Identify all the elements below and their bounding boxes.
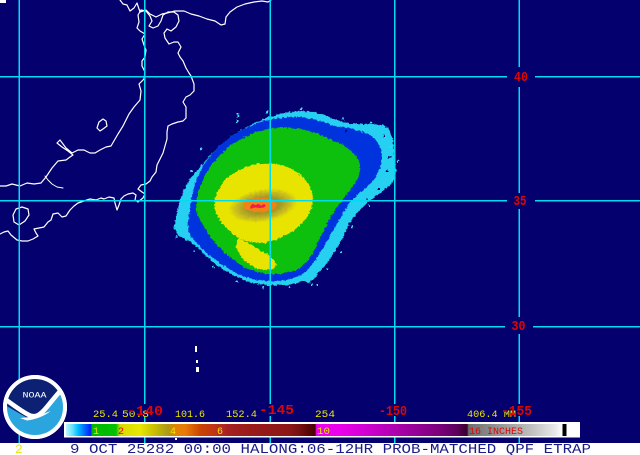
svg-text:9 OCT 25282 00:00 HALONG:06-12: 9 OCT 25282 00:00 HALONG:06-12HR PROB-MA…: [70, 443, 591, 455]
svg-text:NOAA: NOAA: [23, 391, 48, 401]
svg-text:40: 40: [514, 70, 528, 86]
svg-text:2: 2: [118, 427, 124, 438]
svg-text:50.8: 50.8: [122, 410, 149, 421]
svg-text:4: 4: [170, 427, 176, 438]
svg-text:-150: -150: [379, 404, 407, 420]
svg-text:30: 30: [512, 319, 526, 335]
svg-text:101.6: 101.6: [175, 410, 205, 421]
svg-text:-145: -145: [259, 403, 294, 419]
svg-text:1: 1: [93, 427, 99, 438]
svg-text:254: 254: [315, 410, 335, 421]
svg-text:16 INCHES: 16 INCHES: [469, 427, 523, 438]
svg-text:406.4 MM: 406.4 MM: [467, 410, 516, 421]
svg-text:25.4: 25.4: [93, 410, 118, 421]
svg-text:152.4: 152.4: [226, 410, 257, 421]
svg-text:2: 2: [15, 442, 23, 455]
svg-text:35: 35: [514, 194, 527, 210]
svg-text:-140: -140: [127, 404, 163, 420]
svg-text:6: 6: [217, 427, 223, 438]
svg-text:10: 10: [317, 427, 330, 438]
svg-text:-155: -155: [501, 404, 532, 420]
